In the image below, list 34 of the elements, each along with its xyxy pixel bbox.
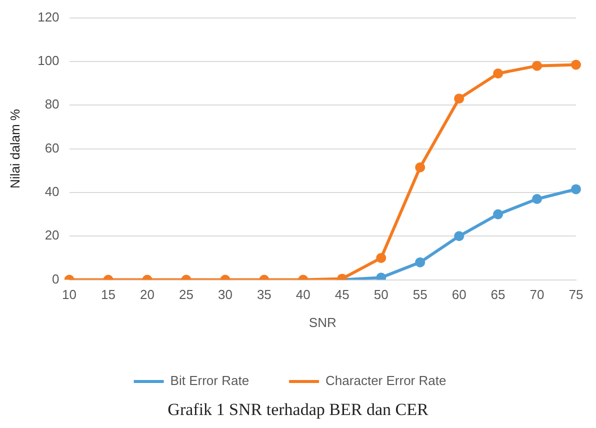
x-tick-label: 35 [256,287,272,302]
point [454,94,464,104]
point [571,184,581,194]
y-tick-label: 60 [44,140,60,156]
point [415,162,426,172]
x-tick-label: 60 [452,287,466,302]
point [571,60,581,70]
y-tick-label: 120 [38,9,60,24]
x-tick-label: 10 [62,287,77,302]
x-tick-label: 15 [101,287,116,302]
text: Grafik 1 SNR terhadap BER dan CER [166,400,430,420]
point [493,68,504,78]
x-tick-label: 55 [412,287,428,302]
y-tick-label: 100 [38,53,60,68]
y-tick-label: 80 [44,96,60,112]
x-axis-title: SNR [308,314,336,330]
point [493,209,504,220]
x-tick-label: 50 [374,287,388,302]
x-tick-label: 70 [530,287,544,302]
x-tick-label: 20 [140,287,154,302]
legend-label: Bit Error Rate [170,373,250,388]
x-tick-label: 30 [218,287,232,302]
x-tick-label: 75 [568,287,584,302]
point [532,60,542,71]
y-tick-label: 40 [44,184,60,200]
x-tick-label: 45 [334,287,350,302]
x-tick-label: 65 [490,287,506,302]
legend-label: Character Error Rate [326,373,446,388]
point [532,194,542,204]
x-tick-label: 40 [296,287,310,302]
y-tick-label: 20 [44,228,60,243]
y-tick-label: 0 [52,271,60,286]
y-axis-title: Nilai dalam % [7,108,22,189]
x-tick-label: 25 [178,287,194,302]
